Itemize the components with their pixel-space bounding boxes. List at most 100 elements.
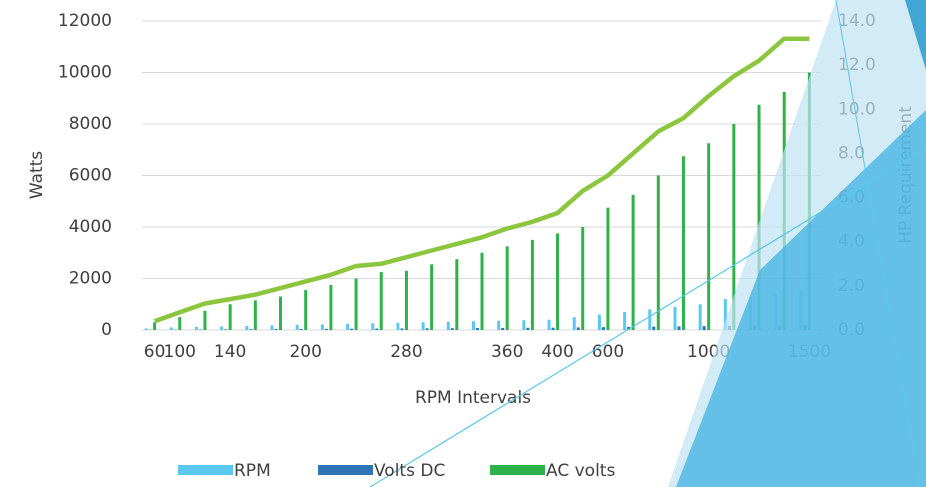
bar [799, 291, 802, 330]
y2-tick-label: 4.0 [838, 232, 865, 252]
bar [682, 156, 685, 330]
legend-label: AC volts [546, 461, 615, 481]
bar [275, 329, 278, 330]
y-tick-label: 0 [101, 320, 112, 340]
bar [400, 328, 403, 330]
x-tick-label: 200 [289, 342, 321, 362]
bar [598, 315, 601, 330]
y-tick-label: 12000 [58, 11, 112, 31]
x-axis-title: RPM Intervals [415, 388, 531, 408]
bar [153, 322, 156, 330]
legend-label: Volts DC [374, 461, 445, 481]
bar [430, 264, 433, 330]
x-tick-label: 280 [390, 342, 422, 362]
bar [203, 311, 206, 330]
bar [220, 326, 223, 330]
bar [632, 195, 635, 330]
bar [648, 309, 651, 330]
bar [673, 307, 676, 330]
bar [229, 304, 232, 330]
x-tick-label: 360 [491, 342, 523, 362]
bar [703, 326, 706, 330]
x-tick-label: 60 [144, 342, 166, 362]
y-tick-label: 10000 [58, 63, 112, 83]
bar [195, 327, 198, 330]
bar [623, 312, 626, 330]
bar [170, 327, 173, 330]
bar [602, 327, 605, 330]
y2-tick-label: 10.0 [838, 99, 876, 119]
bar [803, 325, 806, 330]
bar [699, 304, 702, 330]
bar [476, 328, 479, 330]
bar [279, 297, 282, 330]
bar [657, 176, 660, 331]
plot-area: 0200040006000800010000120000.02.04.06.08… [58, 11, 876, 362]
legend-swatch [490, 465, 545, 475]
bar [145, 328, 148, 330]
x-tick-label: 1500 [788, 342, 831, 362]
x-tick-label: 400 [541, 342, 573, 362]
bar [627, 327, 630, 330]
bar [522, 320, 525, 330]
bar [677, 326, 680, 330]
bar [199, 329, 202, 330]
bar [732, 124, 735, 330]
bar [577, 327, 580, 330]
bar [350, 329, 353, 330]
bar [447, 322, 450, 330]
bar [375, 329, 378, 330]
bar [329, 285, 332, 330]
bar [778, 325, 781, 330]
bar [300, 329, 303, 330]
bar [371, 323, 374, 330]
bar [526, 328, 529, 330]
bar [783, 92, 786, 330]
bar [573, 317, 576, 330]
y2-tick-label: 14.0 [838, 11, 876, 31]
bar [426, 328, 429, 330]
y2-tick-label: 6.0 [838, 188, 865, 208]
bar [481, 253, 484, 330]
bar [224, 329, 227, 330]
bar [405, 271, 408, 330]
bar [758, 105, 761, 330]
bar [396, 323, 399, 330]
bar [552, 328, 555, 330]
bar [606, 208, 609, 330]
y-tick-label: 2000 [69, 269, 112, 289]
chart: Watts RPM Intervals HP Requirement 02000… [0, 0, 926, 487]
deco-shape [905, 0, 926, 70]
bar [296, 325, 299, 330]
bar [753, 326, 756, 330]
y2-tick-label: 12.0 [838, 55, 876, 75]
bar [346, 324, 349, 330]
bar [380, 272, 383, 330]
y2-tick-label: 8.0 [838, 143, 865, 163]
bar [304, 290, 307, 330]
bar [325, 329, 328, 330]
bar [724, 299, 727, 330]
bar [506, 246, 509, 330]
legend-swatch [318, 465, 373, 475]
y-tick-label: 6000 [69, 166, 112, 186]
bar [497, 321, 500, 330]
x-tick-label: 100 [164, 342, 196, 362]
bar [245, 326, 248, 330]
y2-tick-label: 2.0 [838, 276, 865, 296]
legend-label: RPM [234, 461, 271, 481]
bar [707, 143, 710, 330]
bar [178, 317, 181, 330]
bar [774, 294, 777, 330]
bar [254, 300, 257, 330]
bar [531, 240, 534, 330]
bar [422, 322, 425, 330]
deco-shape [668, 0, 926, 487]
bar [249, 329, 252, 330]
bar [581, 227, 584, 330]
bar [321, 324, 324, 330]
x-tick-label: 140 [214, 342, 246, 362]
bar [548, 320, 551, 330]
bar [472, 321, 475, 330]
x-tick-label: 1000 [687, 342, 730, 362]
